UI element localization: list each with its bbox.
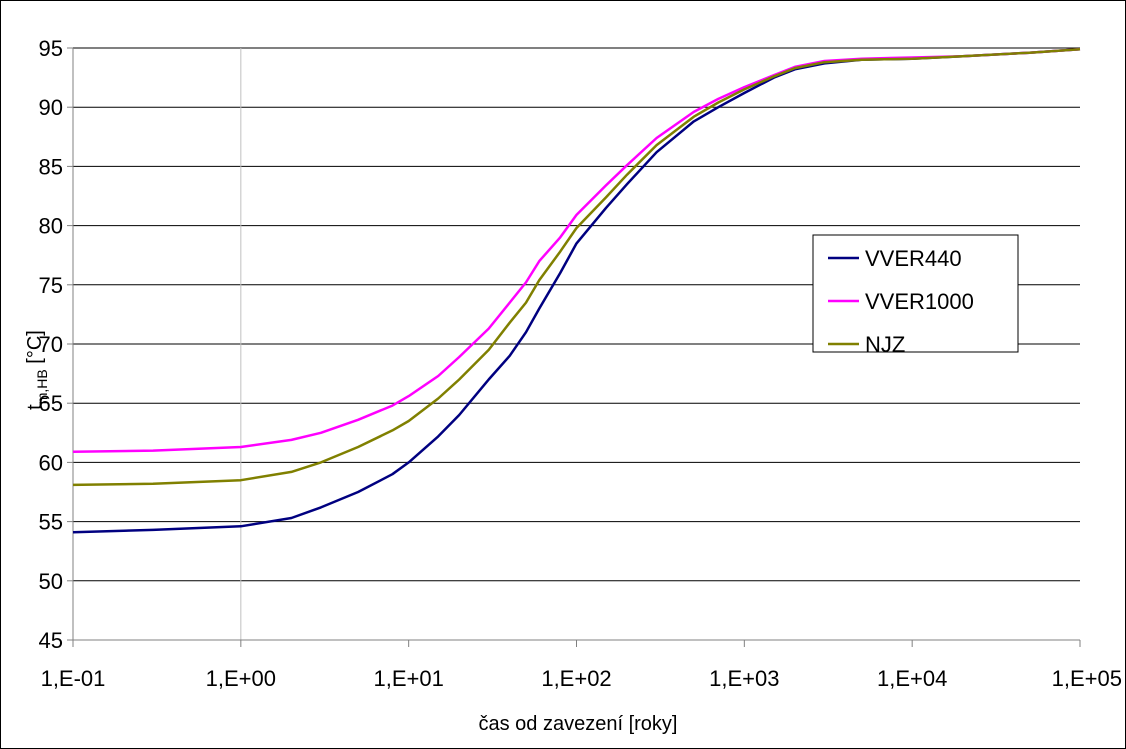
x-tick-label-2: 1,E+01 bbox=[373, 666, 443, 691]
y-tick-label-7: 80 bbox=[39, 214, 63, 239]
legend-box bbox=[812, 234, 1019, 353]
y-tick-label-9: 90 bbox=[39, 95, 63, 120]
legend: VVER440 VVER1000 NJZ bbox=[812, 234, 1019, 357]
y-tick-label-6: 75 bbox=[39, 273, 63, 298]
legend-label-vver1000: VVER1000 bbox=[865, 289, 974, 314]
y-axis-title: tm,HB [°C] bbox=[24, 330, 50, 410]
x-tick-label-0: 1,E-01 bbox=[41, 666, 106, 691]
y-tick-labels: 45 50 55 60 65 70 75 80 85 90 95 bbox=[39, 36, 63, 653]
x-tick-label-5: 1,E+04 bbox=[877, 666, 947, 691]
x-tick-label-3: 1,E+02 bbox=[541, 666, 611, 691]
x-tick-labels: 1,E-01 1,E+00 1,E+01 1,E+02 1,E+03 1,E+04 1,E+… bbox=[41, 666, 1122, 691]
x-axis-title: čas od zavezení [roky] bbox=[479, 713, 678, 735]
legend-label-vver440: VVER440 bbox=[865, 246, 962, 271]
x-tick-label-4: 1,E+03 bbox=[709, 666, 779, 691]
legend-label-njz: NJZ bbox=[865, 332, 905, 357]
y-tick-label-2: 55 bbox=[39, 510, 63, 535]
y-tick-label-3: 60 bbox=[39, 450, 63, 475]
x-tick-label-1: 1,E+00 bbox=[206, 666, 276, 691]
y-tick-label-1: 50 bbox=[39, 569, 63, 594]
axes bbox=[67, 47, 1081, 647]
series-lines bbox=[72, 47, 1081, 534]
y-axis-title-unit: [°C] bbox=[24, 330, 46, 369]
x-tick-label-6: 1,E+05 bbox=[1052, 666, 1122, 691]
y-tick-label-8: 85 bbox=[39, 154, 63, 179]
y-tick-label-4: 65 bbox=[39, 391, 63, 416]
y-tick-label-0: 45 bbox=[39, 628, 63, 653]
y-axis-title-subscript: m,HB bbox=[34, 369, 50, 404]
y-tick-label-5: 70 bbox=[39, 332, 63, 357]
y-axis-title-main: t bbox=[24, 404, 46, 410]
series-line-njz bbox=[72, 47, 1081, 487]
y-tick-label-10: 95 bbox=[39, 36, 63, 61]
